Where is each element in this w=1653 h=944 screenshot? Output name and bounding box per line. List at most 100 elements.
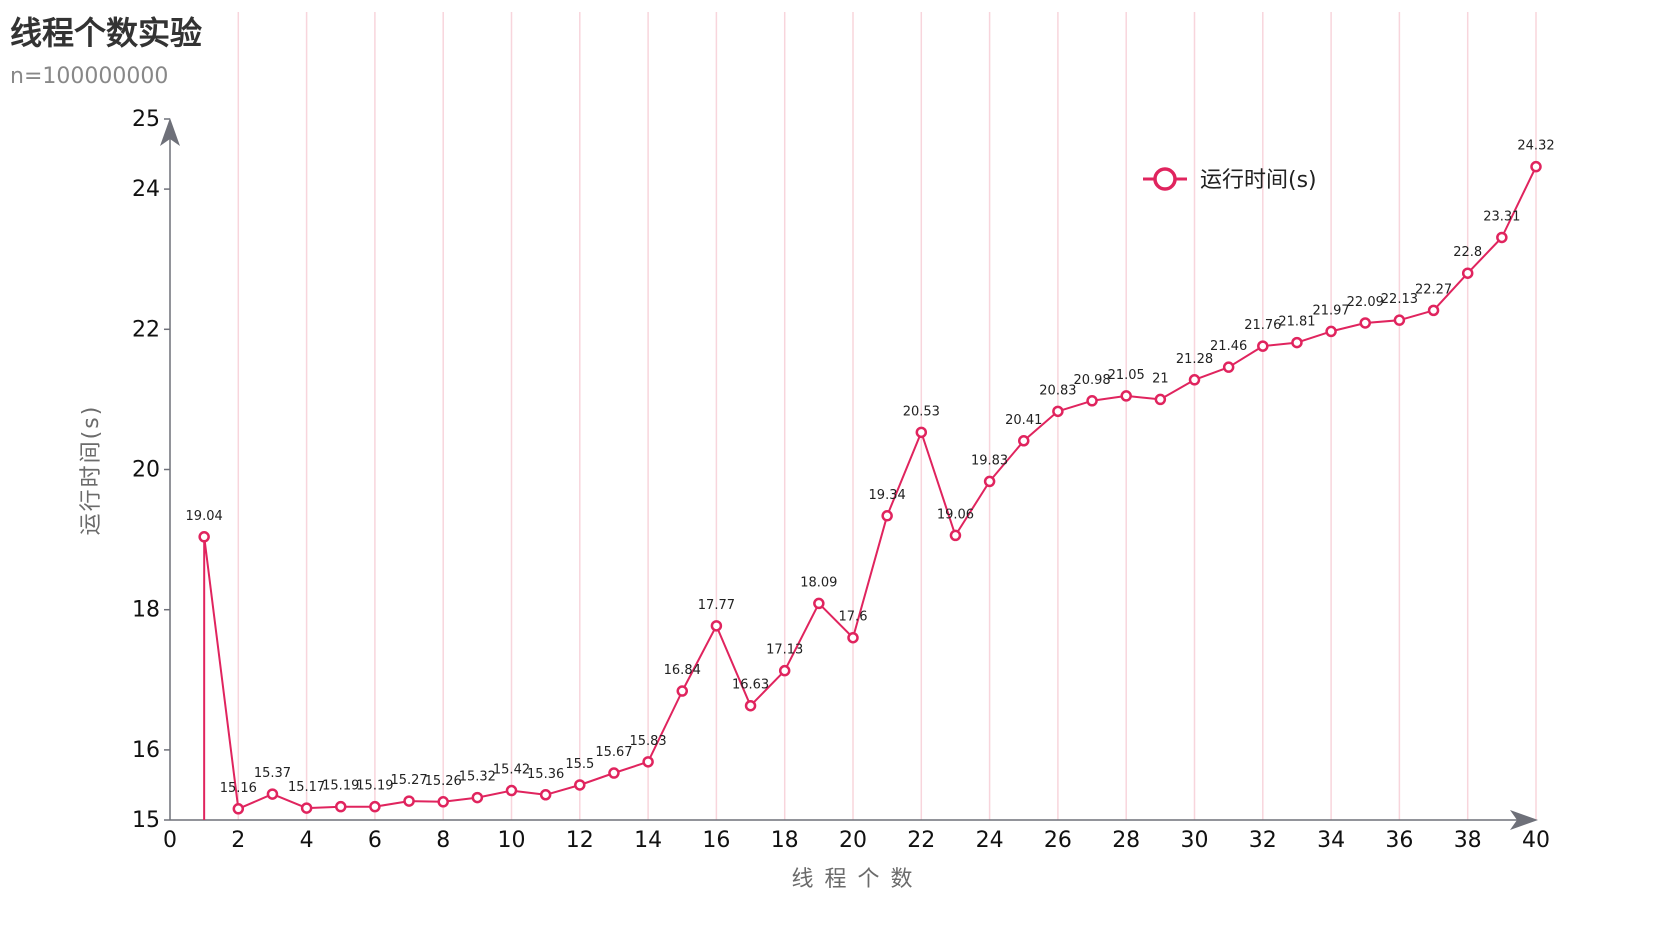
x-tick-label: 12 [566, 828, 594, 853]
chart-title: 线程个数实验 [10, 14, 203, 52]
data-point[interactable] [1120, 390, 1132, 402]
vertical-grid [237, 12, 1537, 820]
x-tick-label: 6 [368, 828, 382, 853]
x-tick-label: 22 [907, 828, 935, 853]
data-label: 18.09 [800, 575, 837, 590]
data-label: 15.32 [459, 770, 496, 785]
tick-labels: 0 2 4 6 8 10 12 14 16 18 20 22 24 26 28 30 32 34 36 38 40151… [132, 107, 1550, 853]
data-point[interactable] [403, 795, 415, 807]
data-point[interactable] [1325, 325, 1337, 338]
y-tick-label: 22 [132, 317, 160, 342]
x-tick-label: 14 [634, 828, 662, 853]
data-point[interactable] [1393, 314, 1406, 326]
data-label: 20.53 [903, 404, 940, 419]
data-point[interactable] [1188, 374, 1201, 386]
data-label: 19.34 [869, 488, 906, 503]
data-point[interactable] [1086, 395, 1098, 407]
chart-subtitle: n=100000000 [10, 64, 169, 89]
data-label: 21 [1152, 371, 1169, 386]
data-label: 17.77 [698, 598, 735, 613]
data-point[interactable] [1496, 231, 1508, 244]
data-point[interactable] [1291, 336, 1303, 349]
data-label: 15.5 [565, 757, 594, 772]
data-label: 17.6 [839, 610, 868, 625]
data-label: 20.41 [1005, 413, 1042, 428]
y-tick-label: 15 [132, 808, 160, 833]
data-point[interactable] [915, 426, 928, 439]
data-point[interactable] [1154, 393, 1167, 406]
x-tick-label: 8 [436, 828, 450, 853]
data-label: 21.76 [1244, 318, 1281, 333]
data-label: 22.13 [1381, 292, 1418, 307]
data-label: 15.19 [356, 779, 393, 794]
x-tick-label: 24 [976, 828, 1004, 853]
data-point[interactable] [1018, 435, 1030, 447]
data-point[interactable] [1222, 361, 1235, 373]
data-point[interactable] [266, 788, 279, 800]
data-point[interactable] [232, 803, 245, 815]
data-point[interactable] [369, 800, 381, 813]
data-label: 15.36 [527, 767, 564, 782]
data-label: 15.83 [629, 734, 666, 749]
data-point[interactable] [983, 475, 996, 488]
x-tick-label: 20 [839, 828, 867, 853]
x-axis-title: 线 程 个 数 [792, 867, 915, 892]
data-label: 19.04 [186, 509, 223, 524]
data-point[interactable] [1427, 304, 1440, 317]
data-label: 15.37 [254, 766, 291, 781]
data-point[interactable] [539, 789, 552, 801]
data-label: 19.83 [971, 453, 1008, 468]
y-axis-title: 运行时间(s) [79, 405, 104, 536]
x-axis-arrow [1510, 810, 1538, 830]
x-tick-label: 30 [1181, 828, 1209, 853]
data-point[interactable] [1359, 317, 1371, 329]
data-point[interactable] [608, 767, 620, 779]
y-tick-label: 18 [132, 598, 160, 623]
data-label: 23.31 [1483, 209, 1520, 224]
data-label: 16.63 [732, 678, 769, 693]
axes [160, 118, 1538, 830]
data-label: 15.42 [493, 763, 530, 778]
data-label: 21.46 [1210, 339, 1247, 354]
data-label: 22.27 [1415, 282, 1452, 297]
data-point[interactable] [1052, 405, 1064, 418]
y-axis-arrow [160, 118, 180, 146]
data-point[interactable] [881, 510, 893, 522]
x-tick-label: 34 [1317, 828, 1345, 853]
data-label: 15.19 [322, 779, 359, 794]
x-tick-label: 4 [300, 828, 314, 853]
data-point[interactable] [574, 779, 586, 791]
data-point[interactable] [335, 800, 347, 813]
data-label: 20.83 [1039, 383, 1076, 398]
data-label: 17.13 [766, 643, 803, 658]
x-tick-label: 16 [702, 828, 730, 853]
y-tick-label: 25 [132, 107, 160, 132]
data-point[interactable] [949, 529, 962, 542]
data-point[interactable] [300, 802, 313, 814]
legend-marker-icon [1153, 167, 1177, 191]
data-label: 15.26 [425, 774, 462, 789]
data-label: 22.09 [1347, 295, 1384, 310]
data-point[interactable] [778, 664, 791, 677]
data-point[interactable] [1257, 340, 1269, 352]
data-point[interactable] [676, 685, 688, 697]
data-point[interactable] [847, 631, 859, 644]
data-label: 21.28 [1176, 352, 1213, 367]
data-label: 24.32 [1517, 139, 1554, 154]
legend[interactable]: 运行时间(s) [1143, 167, 1317, 193]
data-point[interactable] [1530, 160, 1542, 173]
data-point[interactable] [710, 620, 723, 632]
data-point[interactable] [813, 597, 825, 610]
x-tick-label: 2 [231, 828, 245, 853]
legend-label: 运行时间(s) [1200, 168, 1317, 193]
data-point[interactable] [471, 791, 484, 804]
data-point[interactable] [437, 796, 449, 808]
data-point[interactable] [505, 784, 518, 797]
data-point[interactable] [642, 756, 654, 768]
data-point[interactable] [1461, 267, 1474, 279]
data-point[interactable] [198, 531, 210, 543]
y-tick-label: 20 [132, 458, 160, 483]
data-point[interactable] [744, 699, 757, 712]
y-tick-label: 16 [132, 738, 160, 763]
